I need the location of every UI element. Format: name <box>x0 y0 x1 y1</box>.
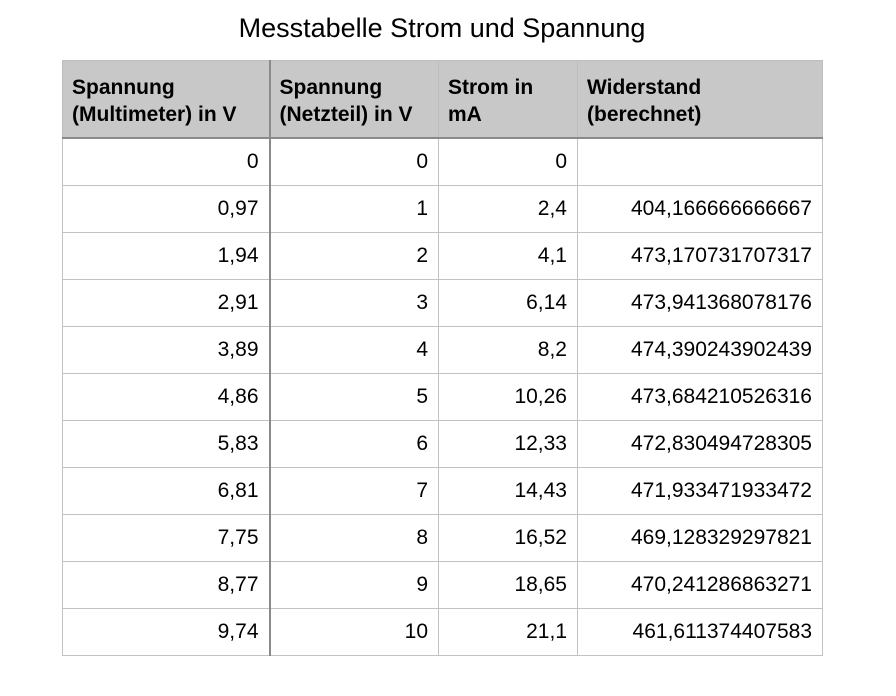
cell-voltage-power-supply: 1 <box>269 185 439 233</box>
cell-voltage-power-supply: 5 <box>269 373 439 421</box>
cell-resistance: 474,390243902439 <box>577 326 823 374</box>
header-resistance: Widerstand (berechnet) <box>577 60 823 139</box>
table-row: 1,94 2 4,1 473,170731707317 <box>62 232 823 280</box>
cell-voltage-multimeter: 4,86 <box>62 373 271 421</box>
cell-current: 6,14 <box>438 279 578 327</box>
cell-current: 12,33 <box>438 420 578 468</box>
cell-voltage-power-supply: 2 <box>269 232 439 280</box>
header-current: Strom in mA <box>438 60 578 139</box>
cell-voltage-power-supply: 3 <box>269 279 439 327</box>
header-row: Spannung (Multimeter) in V Spannung (Net… <box>62 60 823 139</box>
cell-resistance: 473,170731707317 <box>577 232 823 280</box>
cell-current: 16,52 <box>438 514 578 562</box>
cell-resistance: 473,941368078176 <box>577 279 823 327</box>
cell-current: 18,65 <box>438 561 578 609</box>
measurement-table: Spannung (Multimeter) in V Spannung (Net… <box>62 60 823 656</box>
table-row: 0 0 0 <box>62 137 823 186</box>
cell-voltage-power-supply: 10 <box>269 608 439 656</box>
cell-resistance: 473,684210526316 <box>577 373 823 421</box>
header-voltage-multimeter: Spannung (Multimeter) in V <box>62 60 271 139</box>
table-row: 6,81 7 14,43 471,933471933472 <box>62 467 823 515</box>
cell-voltage-power-supply: 7 <box>269 467 439 515</box>
cell-resistance: 404,166666666667 <box>577 185 823 233</box>
cell-voltage-multimeter: 6,81 <box>62 467 271 515</box>
cell-current: 21,1 <box>438 608 578 656</box>
table-row: 7,75 8 16,52 469,128329297821 <box>62 514 823 562</box>
cell-current: 8,2 <box>438 326 578 374</box>
cell-voltage-power-supply: 6 <box>269 420 439 468</box>
cell-voltage-multimeter: 0,97 <box>62 185 271 233</box>
cell-voltage-power-supply: 8 <box>269 514 439 562</box>
cell-resistance: 469,128329297821 <box>577 514 823 562</box>
cell-voltage-multimeter: 3,89 <box>62 326 271 374</box>
cell-voltage-multimeter: 9,74 <box>62 608 271 656</box>
cell-resistance: 470,241286863271 <box>577 561 823 609</box>
table-row: 0,97 1 2,4 404,166666666667 <box>62 185 823 233</box>
cell-resistance: 461,611374407583 <box>577 608 823 656</box>
cell-resistance: 472,830494728305 <box>577 420 823 468</box>
cell-voltage-multimeter: 8,77 <box>62 561 271 609</box>
cell-current: 10,26 <box>438 373 578 421</box>
cell-voltage-multimeter: 0 <box>62 137 271 186</box>
table-row: 2,91 3 6,14 473,941368078176 <box>62 279 823 327</box>
cell-voltage-multimeter: 2,91 <box>62 279 271 327</box>
cell-current: 14,43 <box>438 467 578 515</box>
cell-voltage-power-supply: 0 <box>269 137 439 186</box>
cell-voltage-multimeter: 7,75 <box>62 514 271 562</box>
table-row: 4,86 5 10,26 473,684210526316 <box>62 373 823 421</box>
cell-resistance <box>577 137 823 186</box>
table-title: Messtabelle Strom und Spannung <box>238 13 646 43</box>
cell-current: 4,1 <box>438 232 578 280</box>
cell-current: 0 <box>438 137 578 186</box>
cell-voltage-power-supply: 4 <box>269 326 439 374</box>
cell-voltage-multimeter: 5,83 <box>62 420 271 468</box>
table-row: 8,77 9 18,65 470,241286863271 <box>62 561 823 609</box>
cell-voltage-power-supply: 9 <box>269 561 439 609</box>
cell-current: 2,4 <box>438 185 578 233</box>
table-row: 9,74 10 21,1 461,611374407583 <box>62 608 823 656</box>
cell-resistance: 471,933471933472 <box>577 467 823 515</box>
table-row: 3,89 4 8,2 474,390243902439 <box>62 326 823 374</box>
table-row: 5,83 6 12,33 472,830494728305 <box>62 420 823 468</box>
cell-voltage-multimeter: 1,94 <box>62 232 271 280</box>
header-voltage-power-supply: Spannung (Netzteil) in V <box>269 60 439 139</box>
